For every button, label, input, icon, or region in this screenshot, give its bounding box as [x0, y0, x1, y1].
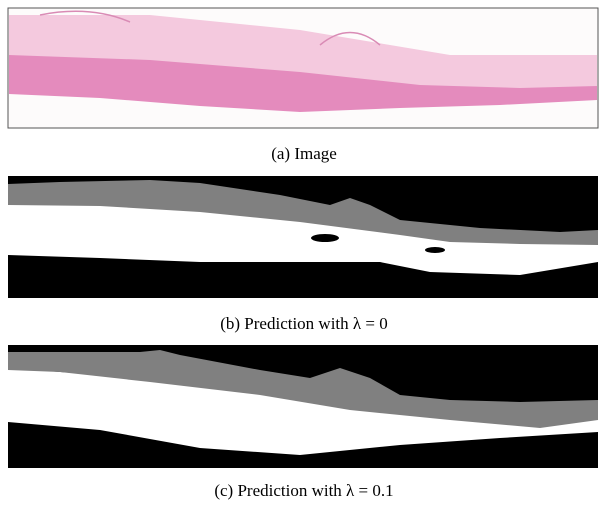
mask-hole [311, 234, 339, 242]
figure: (a) Image (b) Prediction with λ = 0 (c) … [0, 0, 608, 510]
caption: (b) Prediction with λ = 0 [220, 314, 388, 333]
mask-hole [425, 247, 445, 253]
caption: (c) Prediction with λ = 0.1 [214, 481, 393, 500]
panel-prediction-c [8, 345, 598, 468]
panel-image [8, 8, 598, 128]
caption: (a) Image [271, 144, 337, 163]
panel-prediction-b [8, 176, 598, 298]
